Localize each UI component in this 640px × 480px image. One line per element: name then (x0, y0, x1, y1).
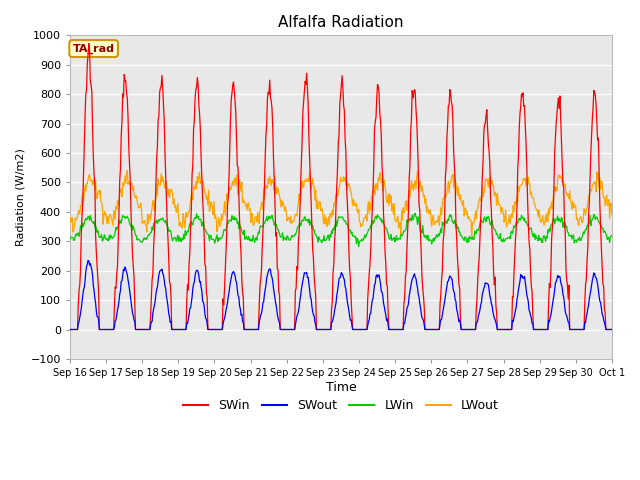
Title: Alfalfa Radiation: Alfalfa Radiation (278, 15, 404, 30)
Text: TA_rad: TA_rad (73, 43, 115, 54)
X-axis label: Time: Time (326, 381, 356, 394)
Legend: SWin, SWout, LWin, LWout: SWin, SWout, LWin, LWout (178, 395, 504, 418)
Y-axis label: Radiation (W/m2): Radiation (W/m2) (15, 148, 25, 246)
